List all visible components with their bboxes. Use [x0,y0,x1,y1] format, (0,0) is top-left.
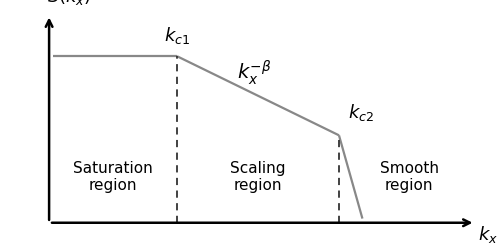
Text: $k_{c1}$: $k_{c1}$ [164,25,190,46]
Text: $k_x^{-\beta}$: $k_x^{-\beta}$ [236,59,271,87]
Text: Scaling
region: Scaling region [230,161,285,193]
Text: Saturation
region: Saturation region [73,161,153,193]
Text: $S(k_x)$: $S(k_x)$ [46,0,91,7]
Text: $k_{c2}$: $k_{c2}$ [348,102,374,123]
Text: Smooth
region: Smooth region [380,161,439,193]
Text: $k_x$: $k_x$ [478,224,498,245]
